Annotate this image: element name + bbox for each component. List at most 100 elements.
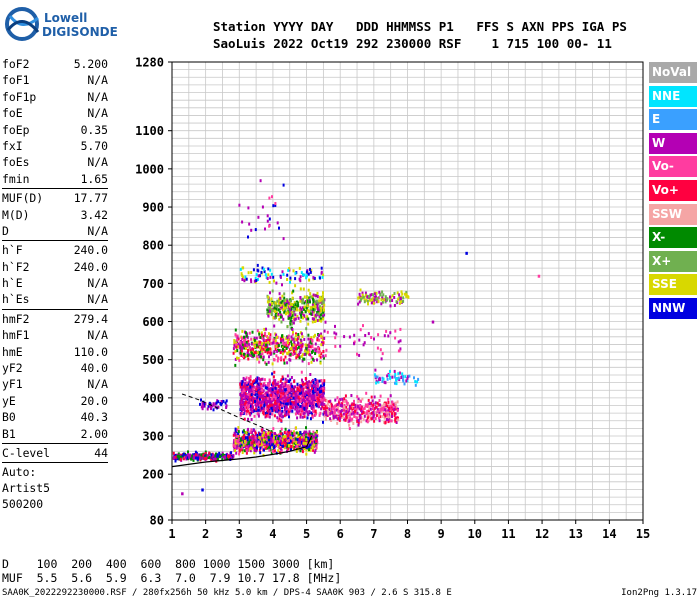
echo-point: [377, 416, 380, 420]
echo-point: [315, 436, 318, 440]
echo-point: [282, 317, 285, 321]
echo-point: [274, 203, 277, 207]
echo-point: [256, 329, 259, 333]
echo-point: [289, 441, 292, 445]
echo-point: [263, 382, 266, 385]
echo-point: [337, 399, 340, 403]
echo-point: [262, 389, 265, 393]
echo-point: [379, 293, 382, 297]
echo-point: [270, 451, 273, 455]
echo-point: [271, 440, 274, 444]
echo-point: [277, 394, 280, 398]
echo-point: [275, 307, 278, 311]
echo-point: [245, 412, 248, 416]
echo-point: [272, 436, 275, 440]
echo-point: [268, 309, 271, 313]
echo-point: [203, 402, 206, 406]
echo-point: [355, 416, 358, 420]
echo-point: [372, 413, 375, 417]
echo-point: [349, 404, 351, 408]
echo-point: [279, 441, 282, 445]
echo-point: [286, 299, 289, 303]
echo-point: [217, 405, 220, 409]
echo-point: [241, 274, 244, 278]
echo-point: [300, 409, 303, 413]
echo-point: [277, 399, 280, 403]
header-line-2: SaoLuis 2022 Oct19 292 230000 RSF 1 715 …: [213, 36, 612, 51]
echo-point: [244, 275, 247, 279]
echo-point: [239, 382, 242, 386]
echo-point: [302, 412, 305, 416]
echo-point: [301, 306, 304, 310]
echo-point: [284, 427, 287, 431]
echo-point: [383, 406, 386, 410]
echo-point: [391, 404, 393, 408]
echo-point: [284, 388, 287, 392]
echo-point: [285, 298, 288, 302]
parameter-row: fxI 5.70: [2, 138, 108, 154]
echo-point: [302, 316, 304, 320]
echo-point: [387, 420, 390, 424]
echo-point: [254, 228, 257, 232]
echo-point: [251, 380, 254, 384]
echo-point: [308, 383, 310, 387]
echo-point: [259, 392, 262, 396]
echo-point: [391, 415, 393, 418]
echo-point: [384, 300, 387, 304]
echo-point: [375, 379, 378, 383]
echo-point: [361, 293, 364, 297]
echo-point: [366, 409, 369, 413]
echo-point: [307, 322, 310, 326]
echo-point: [323, 379, 326, 383]
echo-point: [374, 410, 377, 414]
logo-text-lowell: Lowell: [44, 11, 88, 25]
echo-point: [360, 420, 363, 424]
echo-point: [260, 388, 263, 391]
parameter-row: h`F 240.0: [2, 242, 108, 258]
echo-point: [283, 296, 286, 300]
echo-point: [249, 430, 252, 434]
echo-point: [268, 400, 271, 404]
echo-point: [247, 206, 250, 210]
echo-point: [273, 398, 276, 402]
echo-point: [356, 395, 359, 399]
echo-point: [314, 409, 317, 413]
echo-point: [268, 415, 271, 419]
echo-point: [314, 294, 317, 298]
echo-point: [305, 394, 308, 398]
echo-point: [307, 436, 310, 440]
echo-point: [389, 369, 391, 373]
echo-point: [337, 403, 340, 407]
echo-point: [305, 402, 308, 406]
echo-point: [385, 418, 388, 421]
echo-point: [266, 214, 269, 218]
echo-point: [349, 412, 352, 415]
echo-point: [295, 354, 298, 358]
echo-point: [268, 339, 271, 342]
echo-point: [268, 410, 271, 414]
ionogram-chart: 1 2 3 4 5 6 7 8 9 10 11 12 13 14 15 802003004005006007…: [135, 56, 650, 542]
echo-point: [370, 401, 373, 405]
echo-point: [198, 455, 201, 459]
echo-point: [280, 392, 283, 396]
y-tick-label: 200: [142, 468, 164, 482]
echo-point: [194, 456, 197, 460]
echo-point: [374, 417, 377, 420]
echo-point: [389, 408, 392, 412]
echo-point: [322, 291, 324, 295]
echo-point: [291, 303, 294, 306]
echo-point: [240, 382, 243, 386]
echo-point: [284, 443, 287, 447]
echo-point: [301, 381, 304, 384]
echo-point: [310, 269, 313, 273]
echo-point: [288, 380, 290, 383]
echo-point: [298, 356, 301, 360]
echo-point: [305, 306, 308, 310]
echo-point: [250, 342, 253, 346]
echo-point: [276, 390, 279, 394]
echo-point: [247, 357, 250, 361]
echo-point: [394, 419, 397, 423]
echo-point: [320, 309, 323, 313]
echo-point: [289, 308, 291, 312]
echo-point: [242, 444, 245, 448]
